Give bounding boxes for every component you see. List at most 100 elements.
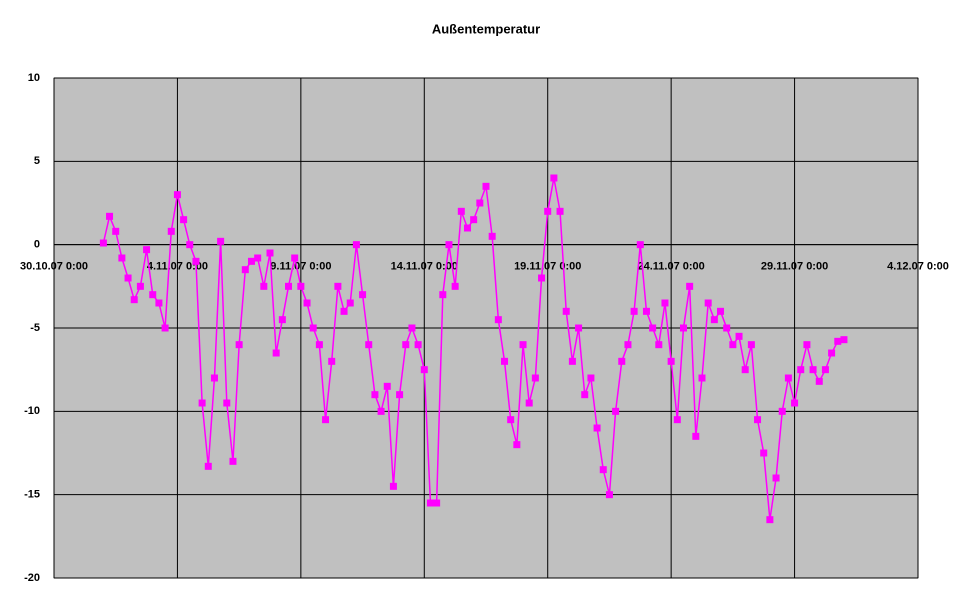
data-point (352, 241, 360, 249)
data-point (587, 374, 595, 382)
y-tick-label: -15 (24, 489, 40, 501)
data-point (599, 466, 607, 474)
data-point (371, 391, 379, 399)
data-point (396, 391, 404, 399)
data-point (389, 482, 397, 490)
data-point (760, 449, 768, 457)
data-point (704, 299, 712, 307)
data-point (223, 399, 231, 407)
data-point (346, 299, 354, 307)
data-point (556, 207, 564, 215)
data-point (155, 299, 163, 307)
x-tick-label: 4.12.07 0:00 (887, 261, 949, 273)
data-point (791, 399, 799, 407)
x-tick-label: 19.11.07 0:00 (514, 261, 581, 273)
data-point (605, 491, 613, 499)
y-tick-label: 10 (28, 72, 40, 84)
data-point (538, 274, 546, 282)
data-point (254, 254, 262, 262)
data-point (642, 307, 650, 315)
data-point (266, 249, 274, 257)
data-point (803, 341, 811, 349)
data-point (636, 241, 644, 249)
data-point (192, 257, 200, 265)
data-point (340, 307, 348, 315)
data-point (612, 407, 620, 415)
data-point (562, 307, 570, 315)
data-point (439, 291, 447, 299)
data-point (550, 174, 558, 182)
data-point (747, 341, 755, 349)
x-tick-label: 30.10.07 0:00 (20, 261, 88, 273)
data-point (525, 399, 533, 407)
data-point (426, 499, 434, 507)
data-point (766, 516, 774, 524)
data-point (723, 324, 731, 332)
data-point (118, 254, 126, 262)
data-point (686, 282, 694, 290)
data-point (359, 291, 367, 299)
data-point (463, 224, 471, 232)
data-point (828, 349, 836, 357)
data-point (291, 254, 299, 262)
data-point (328, 357, 336, 365)
y-tick-label: -5 (30, 322, 40, 334)
data-point (673, 416, 681, 424)
x-tick-label: 24.11.07 0:00 (637, 261, 704, 273)
data-point (581, 391, 589, 399)
data-point (315, 341, 323, 349)
data-point (618, 357, 626, 365)
data-point (229, 457, 237, 465)
data-point (531, 374, 539, 382)
data-point (630, 307, 638, 315)
data-point (451, 282, 459, 290)
data-point (247, 257, 255, 265)
data-point (149, 291, 157, 299)
y-tick-label: -20 (24, 572, 40, 584)
data-point (99, 239, 107, 247)
data-point (507, 416, 515, 424)
data-point (568, 357, 576, 365)
data-point (488, 232, 496, 240)
data-point (433, 499, 441, 507)
data-point (501, 357, 509, 365)
data-point (297, 282, 305, 290)
data-point (544, 207, 552, 215)
data-point (661, 299, 669, 307)
data-point (303, 299, 311, 307)
data-point (130, 296, 138, 304)
data-point (204, 462, 212, 470)
y-tick-label: 0 (34, 239, 40, 251)
data-point (692, 432, 700, 440)
data-point (809, 366, 817, 374)
data-point (322, 416, 330, 424)
data-point (161, 324, 169, 332)
data-point (278, 316, 286, 324)
data-point (402, 341, 410, 349)
x-tick-label: 14.11.07 0:00 (391, 261, 458, 273)
data-point (167, 227, 175, 235)
data-point (106, 212, 114, 220)
data-point (778, 407, 786, 415)
data-point (815, 377, 823, 385)
data-point (741, 366, 749, 374)
data-point (241, 266, 249, 274)
data-point (710, 316, 718, 324)
data-point (136, 282, 144, 290)
data-point (821, 366, 829, 374)
data-point (834, 337, 842, 345)
data-point (420, 366, 428, 374)
data-point (377, 407, 385, 415)
data-point (667, 357, 675, 365)
x-tick-label: 9.11.07 0:00 (270, 261, 331, 273)
data-point (698, 374, 706, 382)
data-point (784, 374, 792, 382)
chart-title: Außentemperatur (432, 21, 540, 36)
data-point (754, 416, 762, 424)
data-point (408, 324, 416, 332)
data-point (482, 182, 490, 190)
data-point (143, 246, 151, 254)
data-point (519, 341, 527, 349)
data-point (198, 399, 206, 407)
data-point (414, 341, 422, 349)
